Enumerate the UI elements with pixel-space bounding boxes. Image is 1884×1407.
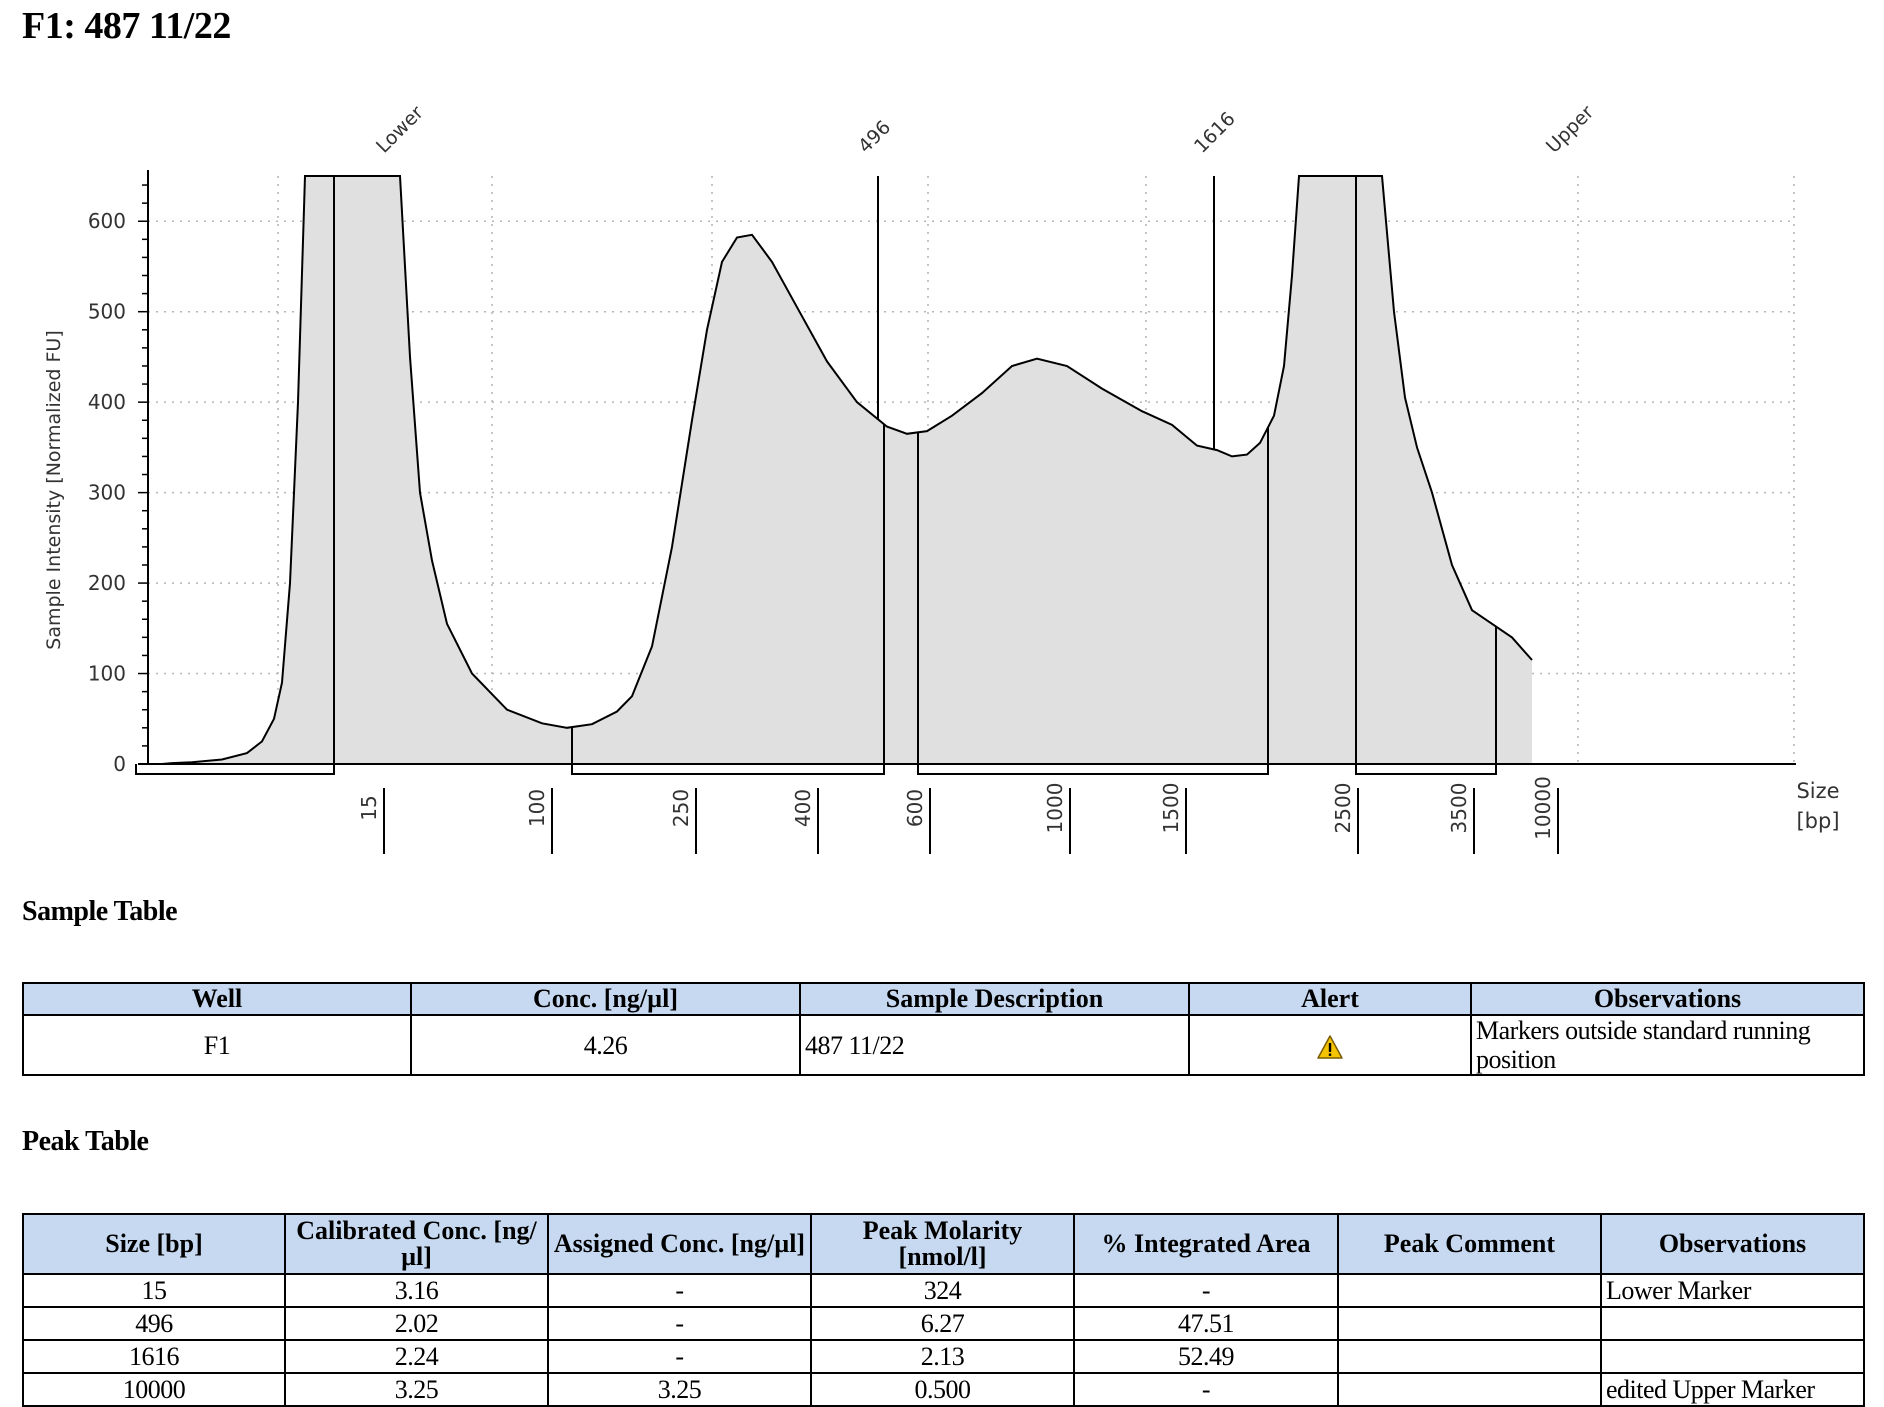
col-header-observations: Observations xyxy=(1470,982,1865,1016)
x-tick-label: 400 xyxy=(791,789,815,827)
cell-observations: edited Upper Marker xyxy=(1600,1372,1865,1407)
peak-label: Lower xyxy=(372,102,428,158)
cell-size: 15 xyxy=(22,1273,286,1308)
x-tick-label: 3500 xyxy=(1447,783,1471,834)
cell-peak-molarity: 324 xyxy=(810,1273,1075,1308)
axes xyxy=(138,170,1796,765)
table-row: 15 3.16 - 324 - Lower Marker xyxy=(22,1273,1865,1308)
cell-calibrated-conc: 2.02 xyxy=(284,1306,549,1341)
col-header-size: Size [bp] xyxy=(22,1213,286,1275)
col-header-well: Well xyxy=(22,982,412,1016)
cell-observations: Lower Marker xyxy=(1600,1273,1865,1308)
y-tick-label: 600 xyxy=(88,209,126,233)
table-row: 1616 2.24 - 2.13 52.49 xyxy=(22,1339,1865,1374)
cell-integrated-area: 52.49 xyxy=(1073,1339,1339,1374)
peak-table: Size [bp] Calibrated Conc. [ng/µl] Assig… xyxy=(22,1213,1865,1407)
col-header-integrated-area: % Integrated Area xyxy=(1073,1213,1339,1275)
peak-label: Upper xyxy=(1542,101,1598,157)
region-bracket xyxy=(571,764,885,775)
cell-integrated-area: - xyxy=(1073,1273,1339,1308)
cell-observations xyxy=(1600,1339,1865,1374)
region-bracket xyxy=(917,764,1269,775)
col-header-observations: Observations xyxy=(1600,1213,1865,1275)
cell-peak-molarity: 6.27 xyxy=(810,1306,1075,1341)
region-brackets xyxy=(135,764,1497,775)
trace-area xyxy=(162,176,1532,764)
region-bracket xyxy=(135,764,335,775)
cell-size: 10000 xyxy=(22,1372,286,1407)
table-row: F1 4.26 487 11/22 Markers outside standa… xyxy=(22,1014,1865,1076)
x-tick-label: 600 xyxy=(903,789,927,827)
y-tick-label: 200 xyxy=(88,571,126,595)
cell-assigned-conc: - xyxy=(547,1306,812,1341)
y-tick-label: 100 xyxy=(88,662,126,686)
col-header-assigned-conc: Assigned Conc. [ng/µl] xyxy=(547,1213,812,1275)
x-tick-label: 15 xyxy=(357,795,381,820)
sample-table-header-row: Well Conc. [ng/µl] Sample Description Al… xyxy=(22,982,1865,1016)
sample-table-heading: Sample Table xyxy=(22,896,178,927)
cell-observations: Markers outside standard running positio… xyxy=(1470,1014,1865,1076)
cell-alert xyxy=(1188,1014,1472,1076)
cell-observations xyxy=(1600,1306,1865,1341)
col-header-alert: Alert xyxy=(1188,982,1472,1016)
x-tick-label: 250 xyxy=(669,789,693,827)
x-tick-label: 1500 xyxy=(1159,783,1183,834)
warning-icon xyxy=(1317,1035,1343,1059)
cell-conc: 4.26 xyxy=(410,1014,801,1076)
cell-peak-comment xyxy=(1337,1339,1602,1374)
x-tick-label: 1000 xyxy=(1043,783,1067,834)
y-tick-label: 300 xyxy=(88,481,126,505)
peak-table-heading: Peak Table xyxy=(22,1126,149,1157)
x-tick-label: 2500 xyxy=(1331,783,1355,834)
x-tick-label: 100 xyxy=(525,789,549,827)
cell-peak-molarity: 0.500 xyxy=(810,1372,1075,1407)
peak-labels: Lower 496 1616 Upper xyxy=(372,101,1598,157)
cell-peak-comment xyxy=(1337,1273,1602,1308)
cell-integrated-area: 47.51 xyxy=(1073,1306,1339,1341)
region-bracket xyxy=(1355,764,1497,775)
trace-line xyxy=(161,175,1533,765)
peak-lines xyxy=(135,176,1497,767)
cell-peak-molarity: 2.13 xyxy=(810,1339,1075,1374)
y-tick-label: 500 xyxy=(88,300,126,324)
cell-size: 1616 xyxy=(22,1339,286,1374)
col-header-conc: Conc. [ng/µl] xyxy=(410,982,801,1016)
col-header-peak-comment: Peak Comment xyxy=(1337,1213,1602,1275)
cell-integrated-area: - xyxy=(1073,1372,1339,1407)
cell-assigned-conc: - xyxy=(547,1339,812,1374)
cell-peak-comment xyxy=(1337,1306,1602,1341)
cell-calibrated-conc: 2.24 xyxy=(284,1339,549,1374)
cell-well: F1 xyxy=(22,1014,412,1076)
x-ticks: 15 100 250 400 600 1000 1500 2500 3500 10000 xyxy=(357,776,1559,854)
y-tick-label: 0 xyxy=(113,752,126,776)
peak-label: 496 xyxy=(854,116,895,157)
cell-calibrated-conc: 3.16 xyxy=(284,1273,549,1308)
x-axis-label: Size [bp] xyxy=(1796,779,1839,833)
table-row: 496 2.02 - 6.27 47.51 xyxy=(22,1306,1865,1341)
cell-peak-comment xyxy=(1337,1372,1602,1407)
col-header-calibrated-conc: Calibrated Conc. [ng/µl] xyxy=(284,1213,549,1275)
cell-calibrated-conc: 3.25 xyxy=(284,1372,549,1407)
peak-table-header-row: Size [bp] Calibrated Conc. [ng/µl] Assig… xyxy=(22,1213,1865,1275)
peak-label: 1616 xyxy=(1190,108,1240,158)
col-header-peak-molarity: Peak Molarity [nmol/l] xyxy=(810,1213,1075,1275)
y-tick-label: 400 xyxy=(88,390,126,414)
cell-description: 487 11/22 xyxy=(799,1014,1190,1076)
col-header-description: Sample Description xyxy=(799,982,1190,1016)
sample-table: Well Conc. [ng/µl] Sample Description Al… xyxy=(22,982,1865,1076)
cell-size: 496 xyxy=(22,1306,286,1341)
cell-assigned-conc: - xyxy=(547,1273,812,1308)
x-tick-label: 10000 xyxy=(1531,776,1555,840)
table-row: 10000 3.25 3.25 0.500 - edited Upper Mar… xyxy=(22,1372,1865,1407)
page-title: F1: 487 11/22 xyxy=(22,5,231,47)
cell-assigned-conc: 3.25 xyxy=(547,1372,812,1407)
y-axis-label: Sample Intensity [Normalized FU] xyxy=(43,330,65,649)
x-axis-label-line: Size xyxy=(1796,779,1839,803)
y-ticks: 0 100 200 300 400 500 600 xyxy=(88,184,148,776)
x-axis-label-line: [bp] xyxy=(1796,809,1839,833)
electropherogram-chart: 0 100 200 300 400 500 600 15 100 250 400 600 1000 15… xyxy=(0,90,1884,870)
